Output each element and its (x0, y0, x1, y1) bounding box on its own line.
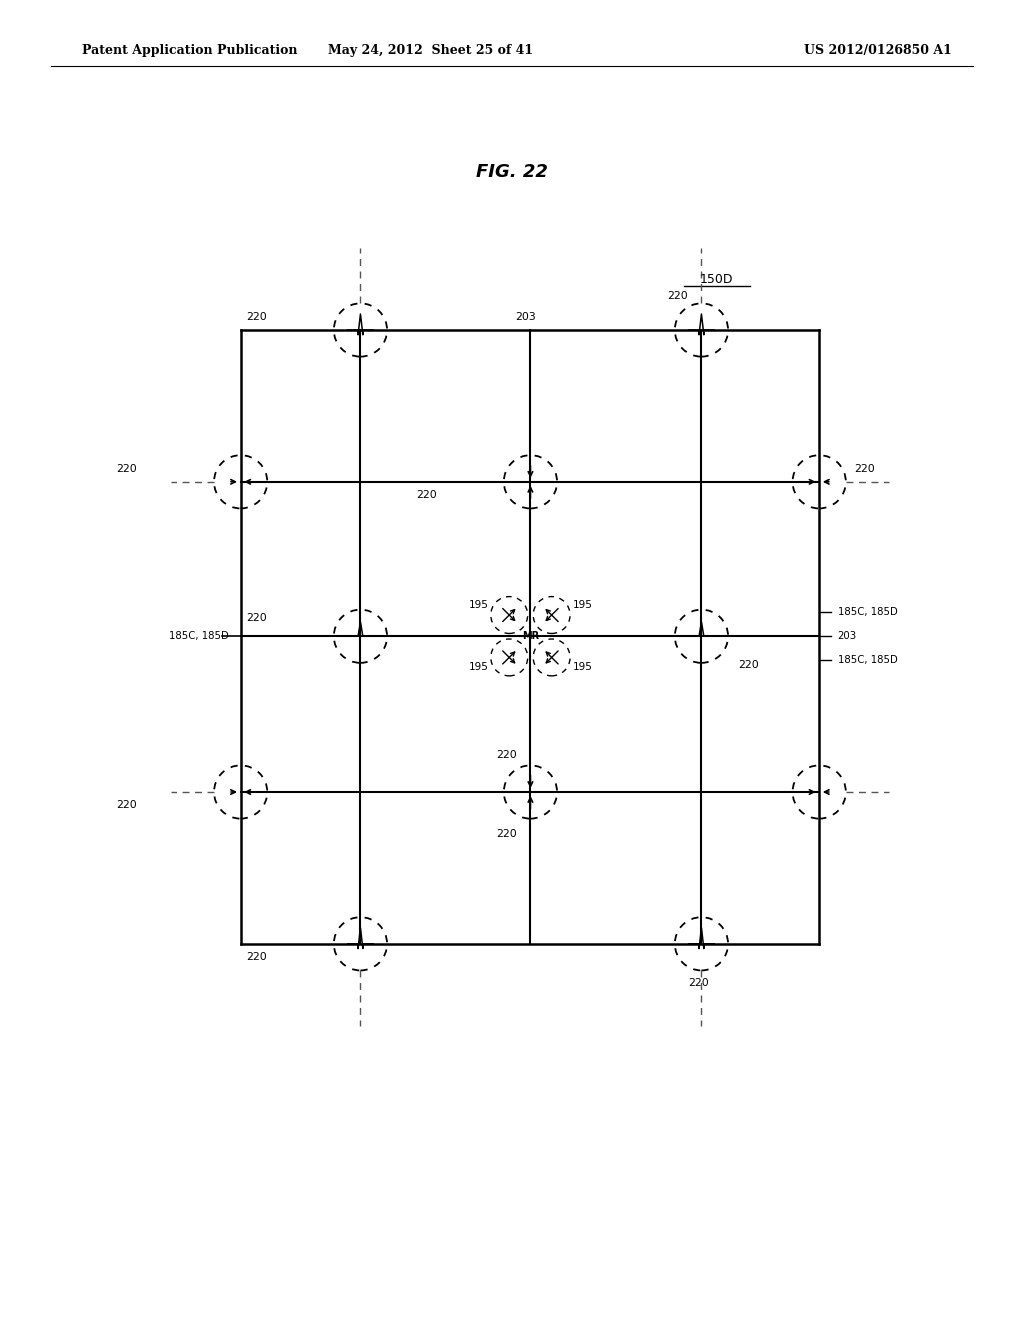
Text: US 2012/0126850 A1: US 2012/0126850 A1 (805, 44, 952, 57)
Text: 220: 220 (854, 463, 874, 474)
Text: 150D: 150D (700, 273, 733, 286)
Text: 220: 220 (247, 612, 267, 623)
Text: 220: 220 (688, 978, 709, 989)
Text: 185C, 185D: 185C, 185D (838, 607, 897, 618)
Text: 195: 195 (572, 601, 592, 610)
Text: 220: 220 (247, 952, 267, 962)
Text: 195: 195 (572, 663, 592, 672)
Text: 195: 195 (469, 663, 488, 672)
Text: 220: 220 (497, 750, 517, 760)
Text: FIG. 22: FIG. 22 (476, 162, 548, 181)
Text: 185C, 185D: 185C, 185D (169, 631, 228, 642)
Text: 220: 220 (117, 800, 137, 810)
Text: 195: 195 (469, 601, 488, 610)
Text: Patent Application Publication: Patent Application Publication (82, 44, 297, 57)
Text: 220: 220 (668, 290, 688, 301)
Text: MR: MR (522, 631, 539, 642)
Text: 220: 220 (417, 490, 437, 500)
Text: 220: 220 (247, 312, 267, 322)
Text: 203: 203 (515, 312, 536, 322)
Text: May 24, 2012  Sheet 25 of 41: May 24, 2012 Sheet 25 of 41 (328, 44, 532, 57)
Text: 220: 220 (497, 829, 517, 840)
Text: 185C, 185D: 185C, 185D (838, 655, 897, 665)
Text: 220: 220 (738, 660, 759, 671)
Text: 220: 220 (117, 463, 137, 474)
Text: 203: 203 (838, 631, 857, 642)
